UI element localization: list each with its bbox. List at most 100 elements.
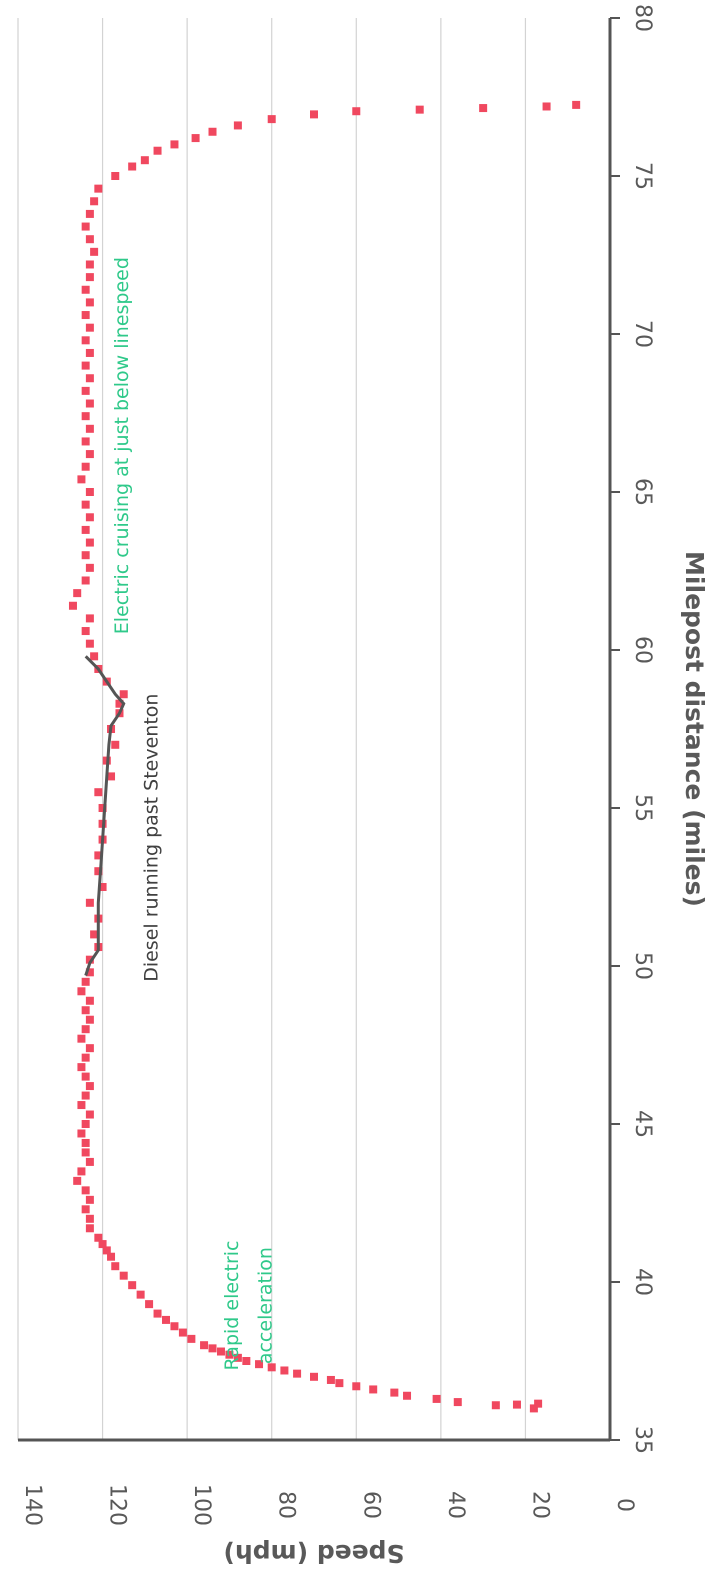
- data-point: [107, 1252, 116, 1261]
- x-tick-label: 80: [630, 4, 655, 32]
- data-point: [81, 361, 90, 370]
- data-point: [77, 987, 86, 996]
- data-point: [85, 323, 94, 332]
- data-point: [170, 140, 179, 149]
- data-point: [85, 968, 94, 977]
- data-point: [85, 513, 94, 522]
- data-point: [77, 1034, 86, 1043]
- data-point: [403, 1391, 412, 1400]
- tick-labels: 0 20 40 60 80 100 120 140 35 40 45 50 55 60 65 70 75 80: [20, 4, 655, 1526]
- data-point: [81, 1205, 90, 1214]
- data-point: [85, 538, 94, 547]
- data-point: [85, 1044, 94, 1053]
- x-tick-label: 45: [630, 1110, 655, 1138]
- data-point: [85, 348, 94, 357]
- data-point: [85, 1110, 94, 1119]
- data-point: [111, 740, 120, 749]
- annotation-diesel-steventon: Diesel running past Steventon: [141, 694, 163, 982]
- data-point: [85, 424, 94, 433]
- data-point: [81, 1091, 90, 1100]
- data-point: [77, 1101, 86, 1110]
- data-point: [267, 1363, 276, 1372]
- data-point: [326, 1375, 335, 1384]
- data-point: [187, 1334, 196, 1343]
- data-point: [153, 1309, 162, 1318]
- data-point: [81, 1120, 90, 1128]
- data-point: [90, 197, 99, 206]
- data-point: [73, 589, 82, 598]
- data-point: [85, 209, 94, 218]
- data-point: [98, 883, 107, 891]
- data-point: [140, 156, 149, 165]
- data-point: [81, 1006, 90, 1015]
- data-point: [280, 1366, 289, 1375]
- annotations: Rapid electric acceleration Diesel runni…: [111, 257, 277, 1370]
- data-point: [81, 576, 90, 585]
- data-point: [453, 1398, 462, 1407]
- data-point: [77, 1063, 86, 1072]
- data-point: [352, 107, 361, 116]
- data-point: [73, 1176, 82, 1185]
- data-point: [77, 1129, 86, 1138]
- data-point: [81, 1148, 90, 1157]
- data-point: [81, 336, 90, 345]
- data-point: [415, 105, 424, 114]
- data-point: [310, 1372, 318, 1381]
- x-tick-label: 55: [630, 794, 655, 822]
- data-point: [94, 851, 103, 860]
- data-point: [191, 134, 200, 143]
- data-point: [85, 399, 94, 408]
- data-point: [85, 955, 94, 964]
- data-point: [85, 639, 94, 648]
- data-point: [102, 1246, 111, 1255]
- annotation-acceleration: acceleration: [255, 1247, 277, 1364]
- data-point: [542, 102, 551, 111]
- axes: [18, 18, 612, 1442]
- data-point: [81, 977, 90, 986]
- data-point: [77, 1167, 86, 1176]
- data-point: [128, 1281, 137, 1290]
- data-point: [208, 127, 217, 136]
- data-point: [85, 1224, 94, 1233]
- data-point: [111, 172, 120, 180]
- data-point: [85, 996, 94, 1005]
- data-point: [94, 1233, 103, 1242]
- data-point: [81, 1072, 90, 1081]
- data-point: [85, 298, 94, 307]
- y-tick-label: 40: [443, 1491, 468, 1519]
- data-point: [85, 898, 94, 907]
- data-point: [432, 1394, 441, 1403]
- data-point: [81, 462, 90, 471]
- data-point: [119, 690, 128, 699]
- y-tick-label: 140: [20, 1484, 45, 1526]
- data-point: [90, 247, 99, 256]
- data-point: [267, 115, 276, 124]
- x-tick-label: 60: [630, 636, 655, 664]
- data-point: [81, 222, 90, 231]
- y-tick-label: 80: [274, 1491, 299, 1519]
- axis-titles: Milepost distance (miles) Speed (mph): [223, 551, 709, 1568]
- data-point: [98, 804, 107, 812]
- data-point: [128, 162, 137, 171]
- data-point: [81, 525, 90, 534]
- data-point: [85, 563, 94, 572]
- y-tick-label: 0: [612, 1498, 637, 1512]
- data-point: [145, 1300, 154, 1309]
- diesel-line-series: [84, 655, 126, 976]
- data-point: [208, 1344, 217, 1353]
- data-series: [68, 100, 581, 1413]
- data-point: [107, 772, 116, 781]
- data-point: [153, 146, 162, 155]
- data-point: [136, 1290, 145, 1299]
- data-point: [85, 1157, 94, 1166]
- data-point: [81, 627, 90, 636]
- data-point: [529, 1404, 538, 1413]
- data-point: [369, 1385, 378, 1394]
- data-point: [85, 1015, 94, 1024]
- data-point: [293, 1369, 302, 1378]
- x-axis-title: Milepost distance (miles): [680, 551, 709, 907]
- data-point: [81, 551, 90, 560]
- data-point: [81, 437, 90, 446]
- data-point: [115, 699, 124, 708]
